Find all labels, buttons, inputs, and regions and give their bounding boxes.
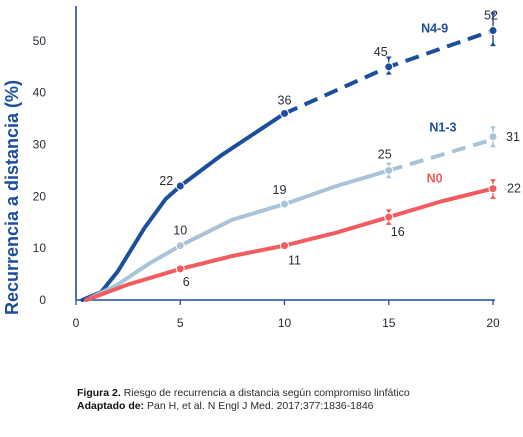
- x-tick-label: 15: [382, 316, 396, 330]
- data-label-n4-9: 52: [484, 9, 498, 23]
- figure-text: Riesgo de recurrencia a distancia según …: [123, 387, 410, 399]
- data-point-n0: [488, 184, 498, 194]
- y-tick-label: 40: [33, 86, 47, 100]
- figure-label: Figura 2.: [77, 387, 121, 399]
- error-cap-lower-n1-3: [385, 174, 392, 179]
- error-cap-lower-n1-3: [490, 143, 496, 148]
- source-label: Adaptado de:: [77, 399, 145, 412]
- data-point-n1-3: [488, 132, 498, 142]
- x-tick-label: 10: [278, 316, 292, 330]
- error-cap-upper-n0: [490, 179, 496, 184]
- data-point-n4-9: [175, 181, 185, 191]
- figure-caption-line: Figura 2. Riesgo de recurrencia a distan…: [77, 387, 507, 400]
- source-text: Pan H, et al. N Engl J Med. 2017;377:183…: [147, 399, 374, 412]
- error-cap-lower-n0: [490, 194, 496, 199]
- data-point-n4-9: [488, 26, 498, 36]
- data-label-n0: 11: [288, 254, 301, 268]
- y-tick-label: 10: [33, 241, 47, 255]
- y-tick-label: 0: [39, 293, 46, 307]
- data-label-n0: 6: [183, 275, 190, 289]
- series-line-n0: [84, 186, 495, 302]
- data-point-n4-9: [384, 62, 394, 72]
- data-label-n1-3: 10: [173, 224, 187, 238]
- data-label-n0: 16: [391, 225, 405, 239]
- series-line-n4-9: [80, 111, 287, 302]
- y-tick-label: 20: [33, 189, 47, 203]
- series-name-label-n0: N0: [427, 171, 443, 185]
- error-cap-upper-n1-3: [490, 126, 496, 131]
- source-line: Adaptado de: Pan H, et al. N Engl J Med.…: [77, 400, 507, 413]
- series-name-label-n4-9: N4-9: [421, 22, 448, 36]
- x-tick-label: 5: [177, 316, 184, 330]
- data-label-n1-3: 31: [506, 130, 520, 144]
- error-cap-upper-n0: [385, 209, 392, 214]
- y-axis-label: Recurrencia a distancia (%): [2, 80, 22, 315]
- error-cap-upper-n4-9: [490, 12, 496, 17]
- error-cap-upper-n1-3: [385, 162, 392, 167]
- y-tick-label: 30: [33, 138, 47, 152]
- data-label-n1-3: 19: [273, 183, 287, 197]
- figure-caption: Figura 2. Riesgo de recurrencia a distan…: [77, 387, 507, 412]
- distant-recurrence-chart: 0 5 10 15 20 0 10 20 30 40 50 Recurrencia a distanc…: [2, 6, 521, 330]
- x-tick-label: 20: [486, 316, 500, 330]
- series-dashed-line-n1-3: [388, 137, 494, 173]
- error-cap-lower-n4-9: [385, 70, 392, 75]
- error-cap-upper-n4-9: [385, 56, 392, 61]
- series-line-n1-3: [84, 168, 391, 302]
- x-tick-label: 0: [73, 316, 80, 330]
- series-name-label-n1-3: N1-3: [429, 121, 456, 135]
- error-cap-lower-n4-9: [490, 42, 496, 47]
- data-point-n1-3: [280, 199, 289, 209]
- data-label-n4-9: 45: [374, 45, 388, 59]
- data-point-n4-9: [280, 108, 289, 118]
- error-cap-lower-n0: [385, 220, 392, 225]
- data-label-n0: 22: [507, 182, 521, 196]
- data-label-n4-9: 22: [159, 174, 173, 188]
- data-point-n0: [175, 264, 185, 274]
- data-label-n4-9: 36: [278, 93, 292, 107]
- y-tick-label: 50: [33, 34, 47, 48]
- data-point-n1-3: [175, 241, 185, 251]
- data-label-n1-3: 25: [378, 147, 392, 161]
- data-point-n0: [280, 241, 289, 251]
- data-point-n1-3: [384, 165, 394, 175]
- data-point-n0: [384, 212, 394, 222]
